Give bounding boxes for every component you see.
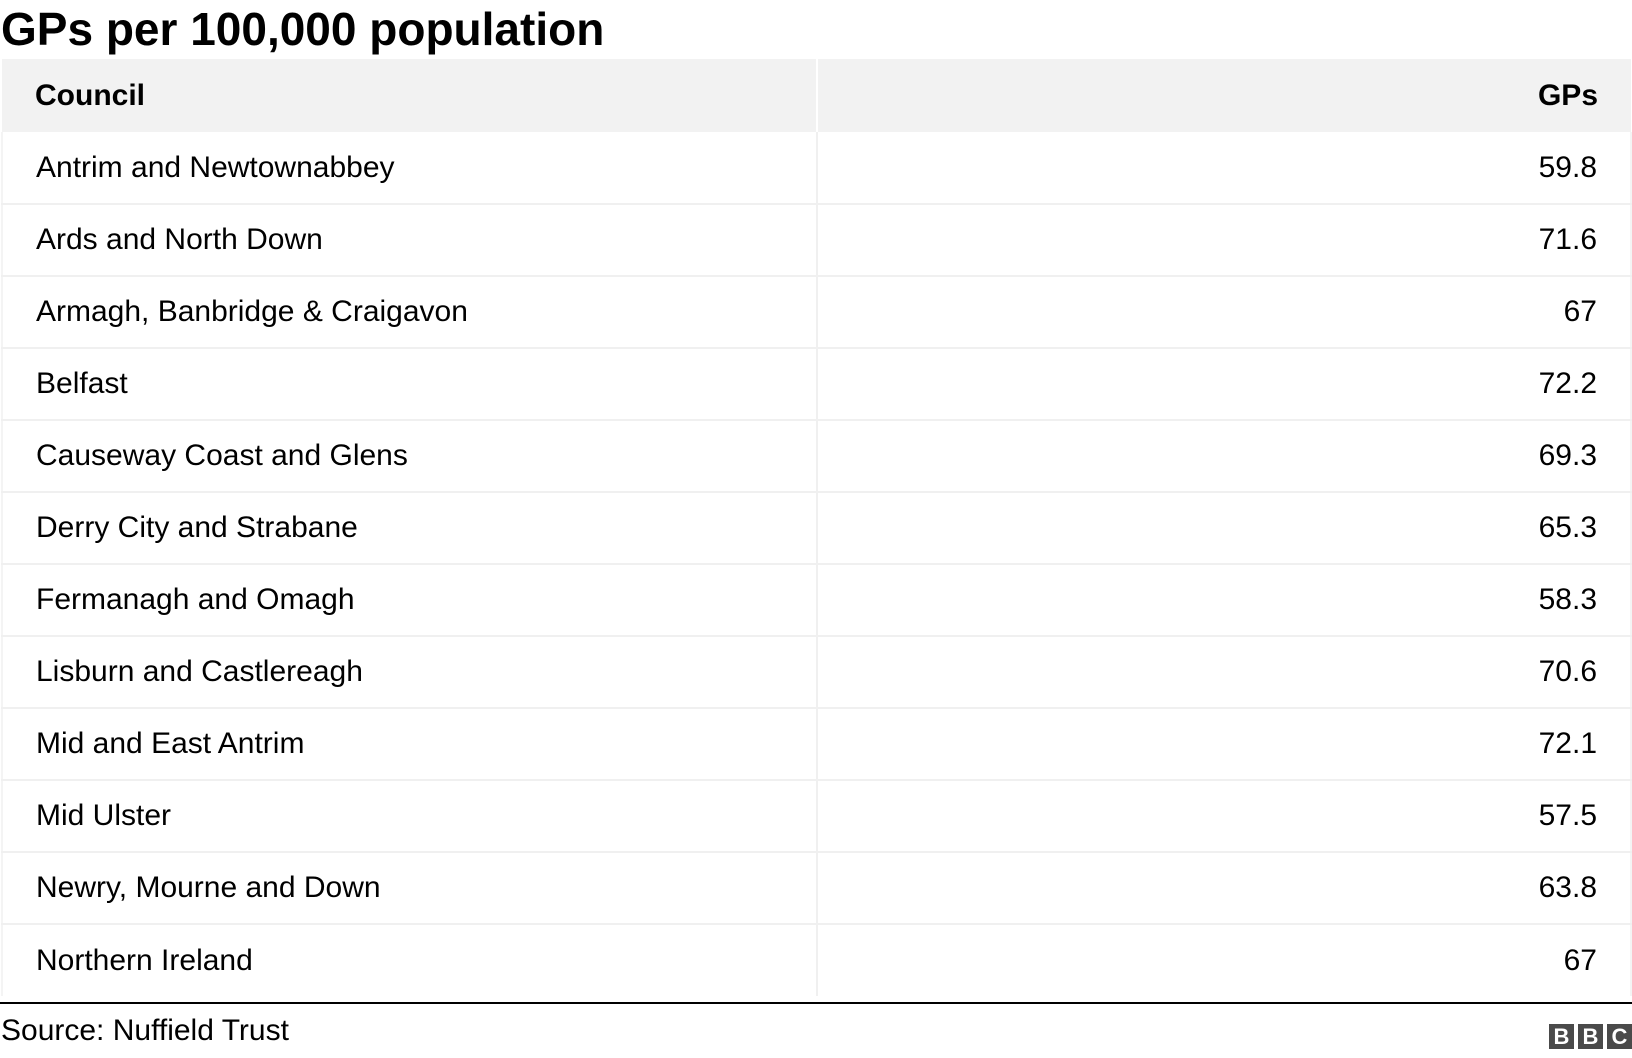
bbc-logo: B B C	[1549, 1024, 1632, 1049]
council-name-cell: Mid Ulster	[1, 780, 818, 853]
table-row: Mid and East Antrim 72.1	[1, 708, 1632, 781]
gps-value-cell: 72.2	[817, 348, 1632, 421]
council-name-cell: Belfast	[1, 348, 818, 421]
table-row: Mid Ulster 57.5	[1, 780, 1632, 853]
table-row: Northern Ireland 67	[1, 924, 1632, 996]
gps-value-cell: 67	[817, 276, 1632, 349]
council-name-cell: Northern Ireland	[1, 924, 818, 996]
bbc-logo-letter: B	[1549, 1024, 1574, 1049]
bbc-logo-letter: C	[1607, 1024, 1632, 1049]
table-row: Antrim and Newtownabbey 59.8	[1, 132, 1632, 205]
table-row: Ards and North Down 71.6	[1, 204, 1632, 277]
gps-value-cell: 59.8	[817, 132, 1632, 205]
gps-value-cell: 57.5	[817, 780, 1632, 853]
bbc-logo-letter: B	[1578, 1024, 1603, 1049]
table-row: Causeway Coast and Glens 69.3	[1, 420, 1632, 493]
gps-value-cell: 67	[817, 924, 1632, 996]
table-body: Antrim and Newtownabbey 59.8 Ards and Nort…	[1, 132, 1632, 996]
column-header-council: Council	[2, 59, 818, 132]
council-name-cell: Newry, Mourne and Down	[1, 852, 818, 925]
council-name-cell: Antrim and Newtownabbey	[1, 132, 818, 205]
column-header-gps: GPs	[817, 59, 1631, 132]
table-header-row: Council GPs	[2, 59, 1631, 132]
footer-divider	[0, 1002, 1632, 1004]
council-name-cell: Fermanagh and Omagh	[1, 564, 818, 637]
gps-value-cell: 65.3	[817, 492, 1632, 565]
table-row: Derry City and Strabane 65.3	[1, 492, 1632, 565]
council-name-cell: Ards and North Down	[1, 204, 818, 277]
gps-value-cell: 72.1	[817, 708, 1632, 781]
table-row: Belfast 72.2	[1, 348, 1632, 421]
council-name-cell: Causeway Coast and Glens	[1, 420, 818, 493]
gps-value-cell: 58.3	[817, 564, 1632, 637]
table-row: Lisburn and Castlereagh 70.6	[1, 636, 1632, 709]
data-table: Council GPs Antrim and Newtownabbey 59.8 A…	[1, 59, 1632, 996]
council-name-cell: Armagh, Banbridge & Craigavon	[1, 276, 818, 349]
chart-title: GPs per 100,000 population	[1, 3, 605, 55]
gps-value-cell: 69.3	[817, 420, 1632, 493]
table-row: Fermanagh and Omagh 58.3	[1, 564, 1632, 637]
council-name-cell: Derry City and Strabane	[1, 492, 818, 565]
source-note: Source: Nuffield Trust	[1, 1014, 289, 1047]
table-row: Armagh, Banbridge & Craigavon 67	[1, 276, 1632, 349]
council-name-cell: Mid and East Antrim	[1, 708, 818, 781]
gps-value-cell: 70.6	[817, 636, 1632, 709]
table-row: Newry, Mourne and Down 63.8	[1, 852, 1632, 925]
gps-value-cell: 71.6	[817, 204, 1632, 277]
gps-value-cell: 63.8	[817, 852, 1632, 925]
council-name-cell: Lisburn and Castlereagh	[1, 636, 818, 709]
